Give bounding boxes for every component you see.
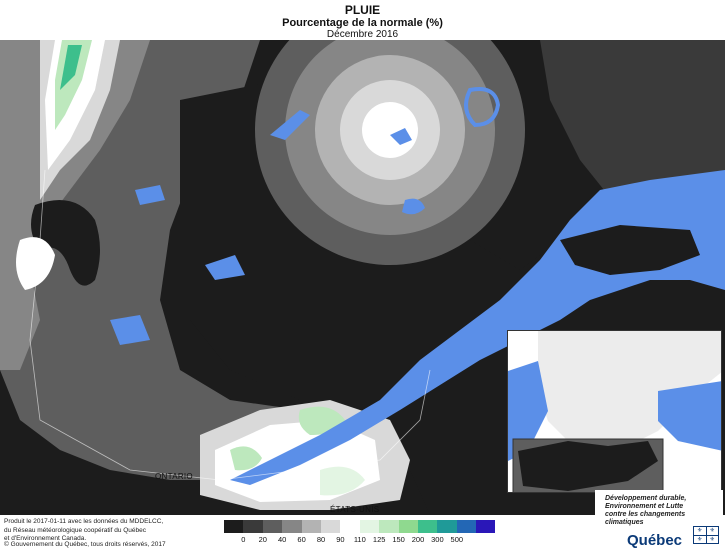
ring-5 — [362, 102, 418, 158]
legend-swatch — [320, 520, 341, 533]
zone-south-green-2 — [230, 446, 262, 471]
legend-tick-label: 110 — [353, 535, 366, 544]
lake-central — [390, 128, 412, 145]
lake-west-3 — [110, 315, 150, 345]
zone-west-white-pocket — [16, 237, 55, 290]
zone-south-green-3 — [320, 466, 365, 496]
legend-swatch — [340, 520, 360, 533]
legend-swatch — [301, 520, 321, 533]
inset-labrador-sea — [658, 381, 721, 451]
legend-swatch — [243, 520, 263, 533]
legend-tick-label: 90 — [336, 535, 345, 544]
legend-tick-label: 150 — [392, 535, 405, 544]
inset-map — [507, 330, 722, 493]
zone-west-green — [55, 40, 92, 130]
inset-svg — [508, 331, 721, 492]
legend-swatch — [417, 520, 438, 533]
lake-north — [270, 110, 310, 140]
legend-tick-label: 200 — [411, 535, 425, 544]
legend-tick-label: 125 — [372, 535, 386, 544]
legend-tick-label: 60 — [297, 535, 306, 544]
legend-tick-label: 20 — [258, 535, 267, 544]
logo-ministry-text: Développement durable, Environnement et … — [605, 495, 687, 526]
map-title: PLUIE — [344, 3, 381, 17]
border-usa — [219, 369, 431, 481]
legend-swatch — [224, 520, 244, 533]
legend-tick-label: 300 — [431, 535, 444, 544]
map-date: Décembre 2016 — [326, 29, 399, 40]
legend-swatch — [262, 520, 283, 533]
legend-swatch — [282, 520, 302, 533]
map-header: PLUIE Pourcentage de la normale (%) Déce… — [0, 0, 725, 40]
legend-swatch — [476, 520, 496, 533]
credits-line-2: du Réseau météorologique coopératif du Q… — [4, 526, 147, 534]
lake-saint-jean — [402, 198, 425, 215]
zone-west-dark-blob — [31, 200, 100, 286]
lake-west-1 — [205, 255, 245, 280]
copyright: © Gouvernement du Québec, tous droits ré… — [4, 541, 166, 548]
fleur-de-lis-icon: ⚜ ⚜ ⚜ ⚜ — [693, 526, 719, 544]
legend: 0 20 40 60 80 90 110 125 150 200 300 500 — [224, 520, 504, 545]
inset-region-outline — [512, 438, 664, 492]
legend-ticks: 0 20 40 60 80 90 110 125 150 200 300 500 — [224, 535, 504, 545]
logo-quebec-wordmark: Québec — [627, 532, 683, 549]
legend-tick-label: 500 — [450, 535, 464, 544]
inset-region-dark — [518, 441, 658, 491]
legend-swatches — [224, 520, 504, 533]
border-ontario — [29, 169, 221, 481]
credits-line-1: Produit le 2017-01-11 avec les données d… — [4, 518, 164, 525]
legend-swatch — [437, 520, 457, 533]
zone-west-lighter — [0, 40, 150, 370]
label-etats-unis: ÉTATS-UNIS — [330, 505, 380, 514]
legend-swatch — [456, 520, 477, 533]
legend-swatch — [398, 520, 418, 533]
lake-west-2 — [135, 185, 165, 205]
zone-west-green-dark — [60, 45, 82, 90]
legend-swatch — [359, 520, 380, 533]
legend-tick-label: 40 — [278, 535, 287, 544]
zone-east-gray — [540, 40, 725, 210]
legend-tick-label: 80 — [316, 535, 326, 544]
credits: Produit le 2017-01-11 avec les données d… — [4, 518, 163, 544]
lake-manicouagan — [464, 87, 501, 128]
inset-hudson-bay — [508, 361, 548, 461]
inset-quebec-north — [538, 331, 721, 451]
gaspesie-land — [560, 225, 700, 275]
quebec-logo: Développement durable, Environnement et … — [595, 490, 723, 552]
label-ontario: ONTARIO — [155, 472, 193, 481]
credits-line-3: et d'Environnement Canada. — [4, 535, 87, 542]
legend-swatch — [379, 520, 399, 533]
legend-tick-label: 0 — [241, 535, 246, 544]
map-subtitle: Pourcentage de la normale (%) — [282, 17, 443, 29]
